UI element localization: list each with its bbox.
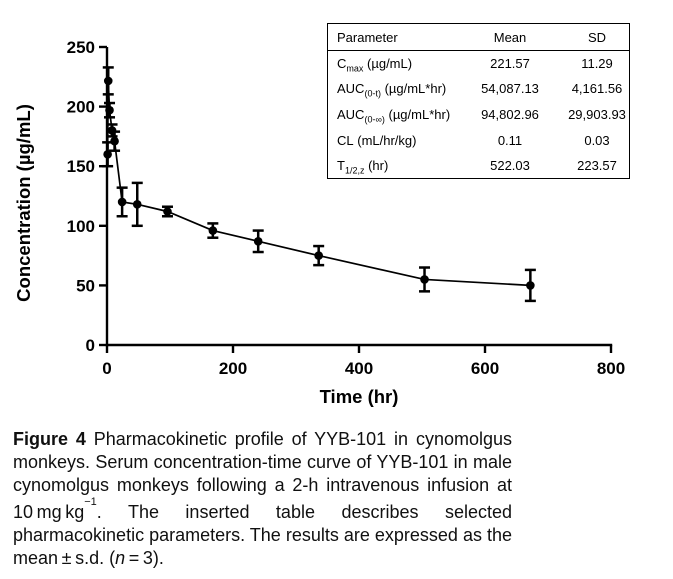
table-header-mean: Mean [493,29,527,45]
param-units: (mL/hr/kg) [353,132,417,148]
x-tick-label: 0 [102,359,111,378]
param-base: T [337,157,345,173]
sd-value: 11.29 [581,56,613,72]
table-row: Cmax (µg/mL) 221.57 11.29 [328,51,630,77]
param-base: CL [337,132,354,148]
x-tick-label: 600 [471,359,499,378]
parameter-name: T1/2,z (hr) [328,153,456,179]
x-tick-label: 400 [345,359,373,378]
data-point [314,251,323,260]
caption-italic-n: n [115,548,126,568]
figure-caption: Figure 4 Pharmacokinetic profile of YYB-… [13,428,512,570]
x-axis-title: Time (hr) [320,386,399,407]
y-tick-label: 0 [86,336,95,355]
pk-parameters-table: Parameter Mean SD Cmax (µg/mL) 221.57 11… [327,23,630,179]
sd-value: 4,161.56 [571,81,623,97]
y-tick-label: 100 [67,217,95,236]
data-point [103,149,112,159]
param-subscript: (0-∞) [364,114,385,125]
parameter-name: AUC(0-t) (µg/mL*hr) [328,76,456,102]
parameter-name: AUC(0-∞) (µg/mL*hr) [328,102,456,128]
param-units: (µg/mL*hr) [384,106,451,122]
x-tick-label: 200 [219,359,247,378]
y-tick-label: 250 [67,38,95,57]
param-base: C [337,56,347,72]
param-units: (hr) [364,157,389,173]
table-row: CL (mL/hr/kg) 0.11 0.03 [328,127,630,153]
y-tick-label: 200 [67,98,95,117]
sd-value: 223.57 [577,157,617,173]
data-point [110,136,119,146]
data-point [107,126,117,135]
parameter-name: Cmax (µg/mL) [328,51,456,77]
caption-text: = 3). [125,548,164,568]
data-point [132,200,142,209]
data-point [420,275,429,284]
data-point [163,207,172,216]
param-base: AUC [337,106,365,122]
y-tick-label: 50 [76,276,95,295]
mean-value: 221.57 [490,56,530,72]
figure-label: Figure 4 [13,429,86,449]
mean-value: 54,087.13 [481,81,539,97]
mean-value: 522.03 [490,157,530,173]
sd-value: 0.03 [584,132,610,148]
data-point [526,281,535,290]
data-point [105,105,114,115]
data-point [208,226,218,235]
data-point [253,236,263,246]
parameter-name: CL (mL/hr/kg) [328,127,456,153]
y-axis-title: Concentration (µg/mL) [13,104,34,302]
param-subscript: max [346,63,364,74]
table-header-parameter: Parameter [337,29,398,45]
table-row: AUC(0-∞) (µg/mL*hr) 94,802.96 29,903.93 [328,102,630,128]
data-point [103,76,113,86]
caption-superscript: −1 [84,496,97,508]
caption-text: . The inserted table describes selected … [13,502,512,568]
caption-text: Pharmacokinetic profile of YYB-101 in cy… [13,429,512,522]
table-row: AUC(0-t) (µg/mL*hr) 54,087.13 4,161.56 [328,76,630,102]
sd-value: 29,903.93 [568,106,626,122]
param-base: AUC [337,81,365,97]
data-point [117,197,127,207]
mean-value: 94,802.96 [481,106,539,122]
pk-chart: 0 200 400 600 800 0 50 100 150 200 250 Time (hr) Con… [13,23,630,407]
x-tick-label: 800 [597,359,625,378]
table-row: T1/2,z (hr) 522.03 223.57 [328,153,630,179]
pk-chart-svg: 0 200 400 600 800 0 50 100 150 200 250 Time (hr) Con… [13,38,625,407]
table-header-row: Parameter Mean SD [328,24,630,51]
table-header-sd: SD [587,29,607,45]
param-subscript: (0-t) [364,88,381,99]
y-tick-label: 150 [67,157,95,176]
param-subscript: 1/2,z [344,165,365,176]
param-units: (µg/mL*hr) [380,81,447,97]
mean-value: 0.11 [497,132,523,148]
param-units: (µg/mL) [363,56,413,72]
